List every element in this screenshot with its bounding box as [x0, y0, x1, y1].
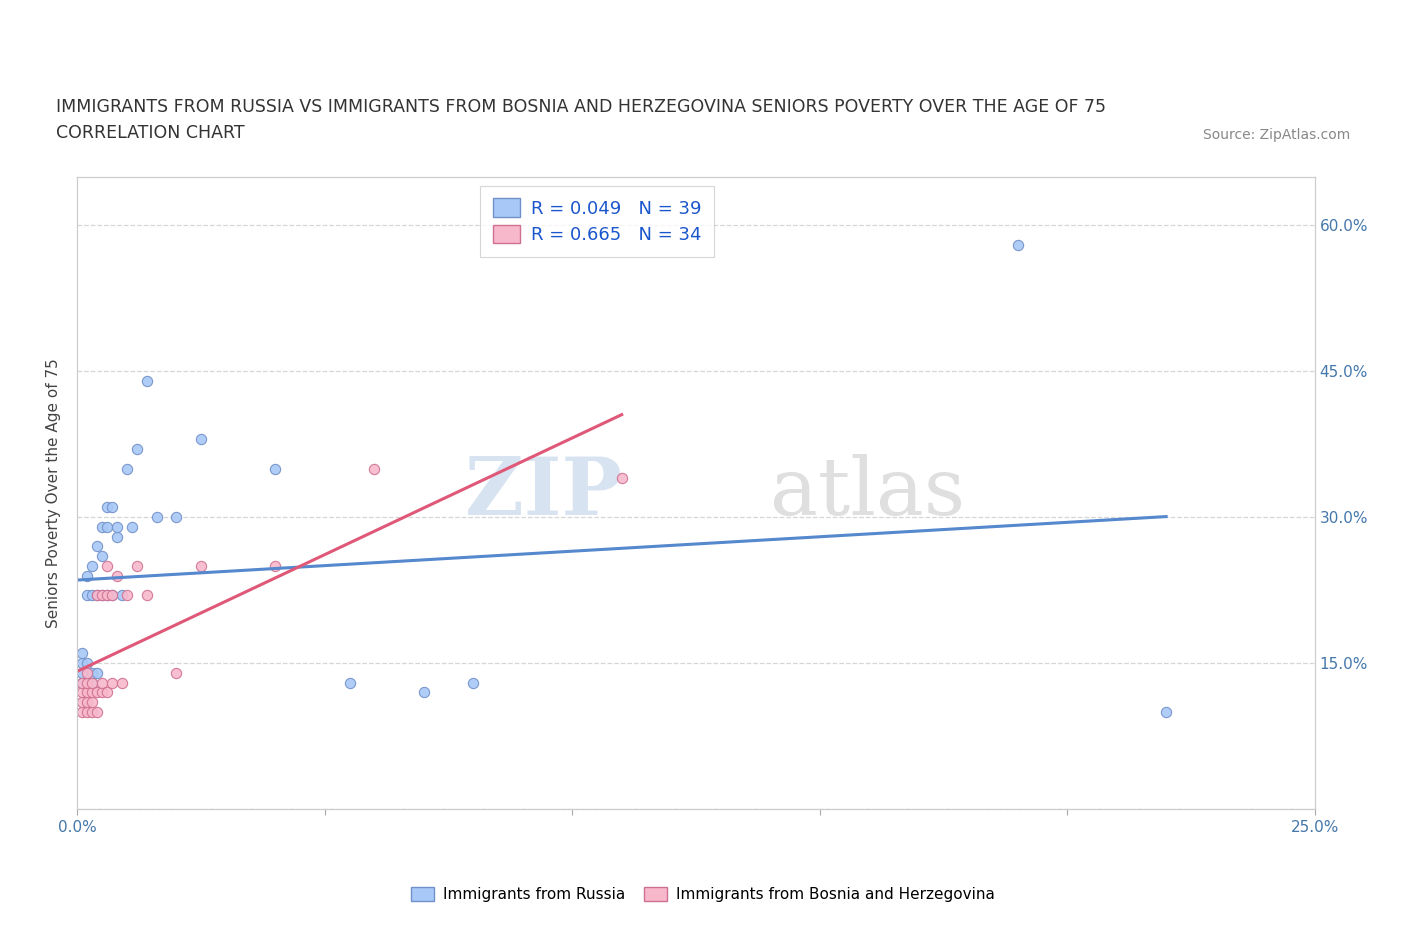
Point — [412, 684, 434, 699]
Point — [86, 684, 108, 699]
Point — [91, 588, 114, 603]
Point — [91, 520, 114, 535]
Point — [76, 675, 98, 690]
Point — [101, 588, 124, 603]
Point — [82, 704, 104, 719]
Point — [76, 588, 98, 603]
Point — [96, 684, 118, 699]
Point — [610, 471, 633, 485]
Point — [96, 558, 118, 573]
Point — [105, 568, 128, 583]
Point — [72, 695, 94, 710]
Point — [86, 588, 108, 603]
Point — [76, 695, 98, 710]
Point — [1154, 704, 1177, 719]
Point — [264, 461, 287, 476]
Legend: R = 0.049   N = 39, R = 0.665   N = 34: R = 0.049 N = 39, R = 0.665 N = 34 — [479, 186, 714, 257]
Point — [339, 675, 361, 690]
Point — [76, 704, 98, 719]
Point — [82, 558, 104, 573]
Y-axis label: Seniors Poverty Over the Age of 75: Seniors Poverty Over the Age of 75 — [46, 358, 62, 628]
Point — [72, 666, 94, 681]
Point — [76, 656, 98, 671]
Text: Source: ZipAtlas.com: Source: ZipAtlas.com — [1202, 128, 1350, 142]
Point — [111, 675, 134, 690]
Point — [105, 529, 128, 544]
Point — [101, 500, 124, 515]
Point — [82, 666, 104, 681]
Point — [135, 588, 157, 603]
Point — [115, 588, 138, 603]
Point — [76, 666, 98, 681]
Point — [82, 695, 104, 710]
Point — [125, 558, 148, 573]
Point — [96, 588, 118, 603]
Point — [86, 704, 108, 719]
Point — [72, 675, 94, 690]
Point — [72, 656, 94, 671]
Point — [363, 461, 385, 476]
Point — [86, 666, 108, 681]
Point — [125, 442, 148, 457]
Point — [190, 432, 212, 446]
Point — [72, 675, 94, 690]
Point — [105, 520, 128, 535]
Point — [82, 675, 104, 690]
Point — [86, 588, 108, 603]
Point — [1007, 237, 1029, 252]
Point — [82, 675, 104, 690]
Point — [264, 558, 287, 573]
Point — [91, 549, 114, 564]
Point — [115, 461, 138, 476]
Text: atlas: atlas — [770, 454, 966, 532]
Point — [96, 520, 118, 535]
Point — [101, 588, 124, 603]
Legend: Immigrants from Russia, Immigrants from Bosnia and Herzegovina: Immigrants from Russia, Immigrants from … — [405, 881, 1001, 909]
Point — [96, 588, 118, 603]
Text: ZIP: ZIP — [465, 454, 621, 532]
Point — [82, 684, 104, 699]
Point — [165, 510, 187, 525]
Text: IMMIGRANTS FROM RUSSIA VS IMMIGRANTS FROM BOSNIA AND HERZEGOVINA SENIORS POVERTY: IMMIGRANTS FROM RUSSIA VS IMMIGRANTS FRO… — [56, 99, 1107, 116]
Point — [76, 675, 98, 690]
Point — [190, 558, 212, 573]
Point — [111, 588, 134, 603]
Point — [76, 684, 98, 699]
Point — [72, 704, 94, 719]
Point — [82, 588, 104, 603]
Point — [72, 684, 94, 699]
Point — [165, 666, 187, 681]
Point — [86, 539, 108, 554]
Point — [91, 684, 114, 699]
Point — [76, 568, 98, 583]
Point — [101, 675, 124, 690]
Point — [91, 588, 114, 603]
Point — [121, 520, 143, 535]
Point — [72, 646, 94, 661]
Point — [463, 675, 485, 690]
Text: CORRELATION CHART: CORRELATION CHART — [56, 125, 245, 142]
Point — [91, 675, 114, 690]
Point — [135, 374, 157, 389]
Point — [145, 510, 167, 525]
Point — [96, 500, 118, 515]
